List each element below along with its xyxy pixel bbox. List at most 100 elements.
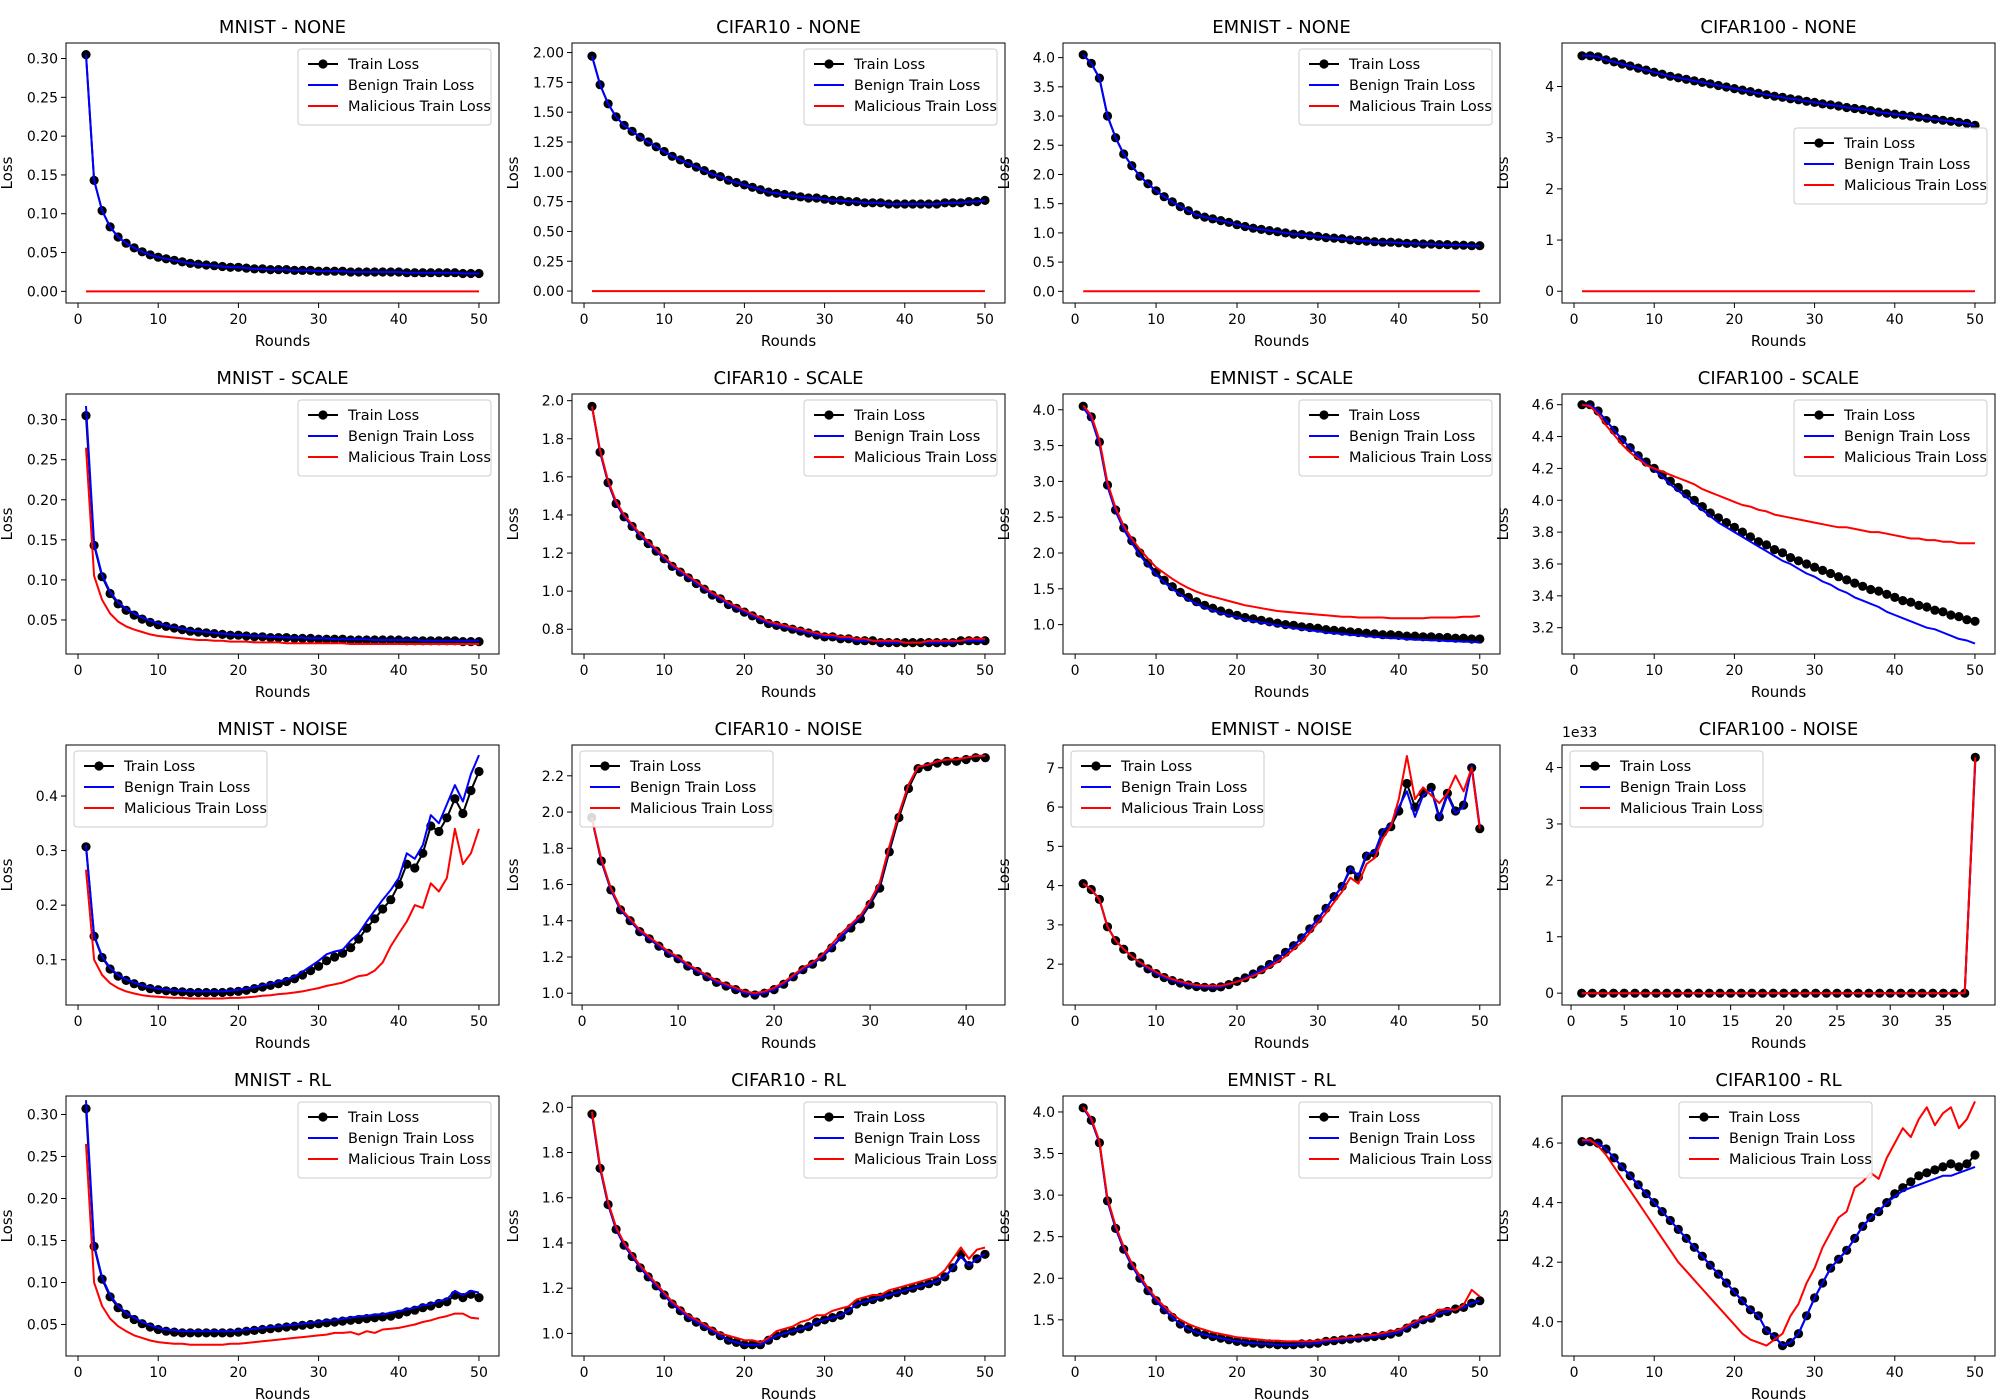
legend: Train Loss Benign Train Loss Malicious Tra…: [803, 48, 998, 126]
series-train-loss: [1577, 400, 1980, 626]
legend-label: Benign Train Loss: [1620, 780, 1746, 796]
x-tick-label: 50: [470, 1365, 488, 1381]
y-axis-label: Loss: [504, 1209, 522, 1242]
x-tick-label: 0: [1071, 663, 1080, 679]
legend-label: Train Loss: [1728, 1110, 1800, 1126]
x-tick-label: 0: [74, 663, 83, 679]
series-malicious-train-loss: [591, 406, 985, 644]
y-axis-label: Loss: [1494, 507, 1512, 540]
y-tick-label: 3.0: [1033, 1188, 1055, 1204]
y-tick-label: 0: [1545, 986, 1554, 1002]
legend: Train Loss Benign Train Loss Malicious Tra…: [297, 1101, 492, 1179]
data-point: [1834, 572, 1844, 582]
series-benign-train-loss: [1582, 1140, 1976, 1347]
legend-label: Train Loss: [853, 57, 925, 73]
legend-label: Train Loss: [1843, 136, 1915, 152]
legend: Train Loss Benign Train Loss Malicious Tra…: [803, 399, 998, 477]
data-point: [1858, 581, 1868, 591]
legend-label: Train Loss: [629, 759, 701, 775]
y-tick-label: 4.6: [1532, 1136, 1554, 1152]
y-axis-label: Loss: [0, 507, 16, 540]
x-axis-label: Rounds: [1751, 332, 1806, 350]
x-tick-label: 40: [1390, 1014, 1408, 1030]
y-tick-label: 4.0: [1532, 493, 1554, 509]
y-tick-label: 0.25: [27, 90, 58, 106]
legend-marker: [824, 59, 834, 69]
data-point: [458, 1293, 468, 1303]
legend-box: [1298, 48, 1493, 126]
legend-box: [1793, 399, 1988, 477]
data-point: [1930, 605, 1940, 615]
data-point: [169, 986, 179, 997]
x-tick-label: 20: [735, 312, 753, 328]
subplot-13: MNIST - RL Rounds Loss 0 10 20 30 40 50 0.05 0.10 0…: [0, 1070, 500, 1400]
x-tick-label: 40: [390, 312, 408, 328]
x-axis-label: Rounds: [761, 1385, 816, 1400]
x-tick-label: 50: [976, 312, 994, 328]
data-point: [1898, 596, 1908, 606]
x-tick-label: 0: [1570, 1365, 1579, 1381]
legend-box: [1298, 399, 1493, 477]
series-malicious-train-loss: [85, 447, 479, 645]
legend-marker: [824, 410, 834, 420]
x-axis-label: Rounds: [1751, 1034, 1806, 1052]
axes-frame: [65, 393, 500, 655]
subplot-16: CIFAR100 - RL Rounds Loss 0 10 20 30 40 50 4.0 4.2…: [1494, 1070, 1996, 1400]
legend-label: Benign Train Loss: [1121, 780, 1247, 796]
x-tick-label: 50: [470, 312, 488, 328]
x-tick-label: 20: [735, 663, 753, 679]
series-line: [1082, 764, 1481, 989]
legend: Train Loss Benign Train Loss Malicious Tra…: [1298, 1101, 1493, 1179]
x-axis-label: Rounds: [1254, 1034, 1309, 1052]
data-point: [273, 1323, 284, 1333]
x-tick-label: 40: [390, 1365, 408, 1381]
subplot-5: MNIST - SCALE Rounds Loss 0 10 20 30 40 50 0.05 0.…: [0, 368, 500, 701]
series-malicious-train-loss: [590, 754, 986, 995]
legend-label: Malicious Train Loss: [854, 99, 997, 115]
data-point: [169, 1327, 179, 1337]
y-tick-label: 0.20: [27, 1191, 58, 1207]
y-tick-label: 7: [1046, 761, 1055, 777]
axes-frame: [571, 42, 1006, 304]
y-tick-label: 2.0: [542, 394, 564, 410]
y-tick-label: 1.5: [1033, 1313, 1055, 1329]
x-tick-label: 20: [1228, 663, 1246, 679]
chart-title: MNIST - NONE: [219, 17, 346, 38]
series-line: [1581, 757, 1977, 995]
x-tick-label: 0: [578, 1014, 587, 1030]
series-benign-train-loss: [1082, 764, 1481, 989]
legend-marker: [1590, 761, 1600, 771]
legend-label: Train Loss: [1619, 759, 1691, 775]
legend: Train Loss Benign Train Loss Malicious Tra…: [1793, 127, 1988, 205]
subplot-2: CIFAR10 - NONE Rounds Loss 0 10 20 30 40 50 0.00 0…: [504, 17, 1006, 350]
y-tick-label: 1.6: [542, 470, 564, 486]
y-tick-label: 3.2: [1532, 621, 1554, 637]
y-tick-label: 0.2: [36, 898, 58, 914]
subplot-7: EMNIST - SCALE Rounds Loss 0 10 20 30 40 50 1.0 1.…: [995, 368, 1501, 701]
y-tick-label: 3.6: [1532, 557, 1554, 573]
legend-marker: [1814, 138, 1824, 148]
legend-box: [1569, 750, 1764, 828]
x-tick-label: 20: [1228, 1014, 1246, 1030]
data-point: [225, 1328, 235, 1338]
data-point: [233, 1327, 243, 1337]
data-point: [942, 756, 952, 766]
data-point: [201, 987, 211, 998]
y-axis-label: Loss: [995, 1209, 1013, 1242]
axes-frame: [65, 42, 500, 304]
y-tick-label: 0.05: [27, 1317, 58, 1333]
x-tick-label: 40: [1886, 663, 1904, 679]
series-line: [1582, 1100, 1976, 1347]
axes-frame: [1062, 42, 1501, 304]
series-malicious-train-loss: [1082, 755, 1481, 987]
y-tick-label: 4: [1046, 879, 1055, 895]
legend-label: Benign Train Loss: [1729, 1131, 1855, 1147]
data-point: [217, 1328, 227, 1338]
series-benign-train-loss: [85, 405, 479, 642]
series-malicious-train-loss: [1581, 757, 1977, 995]
data-point: [297, 1320, 308, 1330]
x-axis-label: Rounds: [1254, 1385, 1309, 1400]
data-point: [410, 863, 420, 873]
data-point: [1426, 782, 1436, 793]
legend-marker: [1814, 410, 1824, 420]
